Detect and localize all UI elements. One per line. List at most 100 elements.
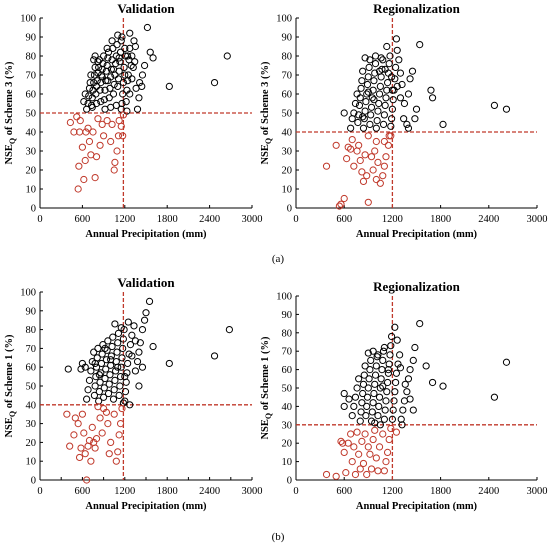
data-point (70, 431, 78, 439)
y-tick-label: 50 (282, 109, 293, 120)
data-point (123, 369, 131, 377)
data-point (375, 443, 384, 451)
data-point (108, 342, 116, 351)
data-point (104, 77, 112, 85)
data-point (490, 101, 499, 110)
data-point (113, 41, 121, 49)
data-point (355, 450, 363, 458)
data-point (94, 69, 102, 77)
data-point (375, 393, 384, 401)
data-point (78, 143, 87, 151)
data-point (388, 86, 396, 94)
data-point (344, 439, 352, 447)
data-point (377, 375, 385, 383)
data-point (408, 67, 417, 75)
data-point (122, 98, 130, 106)
data-point (114, 329, 123, 337)
x-tick-label: 3000 (242, 486, 263, 497)
data-point (92, 363, 101, 371)
data-point (372, 454, 380, 462)
data-point (393, 82, 401, 91)
data-point (344, 143, 352, 151)
data-point (381, 101, 389, 110)
data-point (351, 99, 360, 108)
data-point (347, 145, 355, 153)
data-point (102, 67, 111, 75)
data-point (111, 320, 119, 328)
x-axis-label: Annual Precipitation (mm) (356, 229, 478, 240)
chart-regionalization-scheme3: 0 10 20 30 40 50 60 70 80 90 100 0 600 1200 1800 2400 30… (260, 1, 548, 240)
data-point (105, 94, 113, 102)
data-point (340, 194, 348, 203)
chart-validation-scheme1: 0 10 20 30 40 50 60 70 80 90 100 0 600 1200 1800 2400 30… (4, 275, 263, 512)
y-axis-label: NSEQ of Scheme 3 (%) (260, 61, 273, 165)
x-tick-label: 3000 (527, 214, 548, 225)
data-point (100, 384, 108, 392)
data-point (130, 37, 138, 45)
data-point (385, 360, 393, 368)
data-point (112, 457, 120, 465)
data-point (111, 376, 119, 384)
data-point (422, 362, 430, 370)
x-tick-label: 3000 (527, 486, 548, 497)
y-tick-label: 100 (20, 288, 36, 299)
data-point (96, 86, 104, 94)
y-tick-label: 70 (26, 71, 37, 82)
y-tick-label: 70 (282, 347, 293, 358)
data-point (387, 342, 395, 350)
data-point (367, 103, 376, 111)
x-tick-label: 2400 (199, 486, 220, 497)
data-point (383, 86, 391, 94)
data-point (90, 391, 99, 399)
data-point (380, 162, 388, 170)
data-point (91, 63, 99, 72)
data-point (400, 99, 409, 108)
data-point (363, 90, 371, 98)
data-point (131, 337, 139, 345)
chart-validation-scheme3: 0 10 20 30 40 50 60 70 80 90 100 0 600 1200 1800 2400 30… (4, 1, 263, 240)
data-point (88, 423, 96, 431)
y-tick-label: 60 (26, 90, 37, 101)
data-point (360, 371, 368, 379)
data-point (379, 382, 387, 390)
data-point (347, 430, 355, 438)
data-point (358, 399, 366, 407)
data-point (95, 371, 103, 379)
data-point (138, 363, 147, 371)
data-point (406, 395, 414, 403)
data-point (73, 113, 81, 121)
data-point (136, 339, 144, 347)
y-tick-label: 10 (282, 185, 293, 196)
data-point (74, 185, 82, 193)
data-point (120, 63, 128, 72)
data-point (340, 448, 348, 456)
y-tick-label: 60 (26, 363, 37, 374)
data-point (379, 430, 387, 438)
data-point (223, 52, 231, 60)
data-point (364, 384, 372, 392)
y-tick-label: 90 (26, 33, 37, 44)
data-point (109, 90, 118, 98)
data-point (128, 75, 136, 83)
data-point (404, 375, 413, 383)
data-point (119, 111, 127, 119)
y-axis-label: NSEQ of Scheme 1 (%) (4, 334, 17, 438)
data-point (91, 359, 99, 368)
data-point (85, 137, 94, 146)
data-point (115, 431, 123, 439)
data-point (121, 388, 130, 396)
x-tick-label: 2400 (199, 214, 220, 225)
data-point (362, 412, 370, 420)
data-point (332, 472, 340, 480)
data-point (379, 356, 387, 364)
chart-title: Validation (117, 275, 175, 290)
data-point (376, 82, 384, 91)
data-point (104, 54, 112, 62)
data-point (368, 408, 376, 416)
data-point (348, 412, 356, 420)
data-point (439, 382, 447, 390)
data-point (364, 198, 372, 206)
y-tick-label: 70 (282, 71, 293, 82)
data-point (369, 399, 377, 407)
data-point (340, 109, 348, 117)
